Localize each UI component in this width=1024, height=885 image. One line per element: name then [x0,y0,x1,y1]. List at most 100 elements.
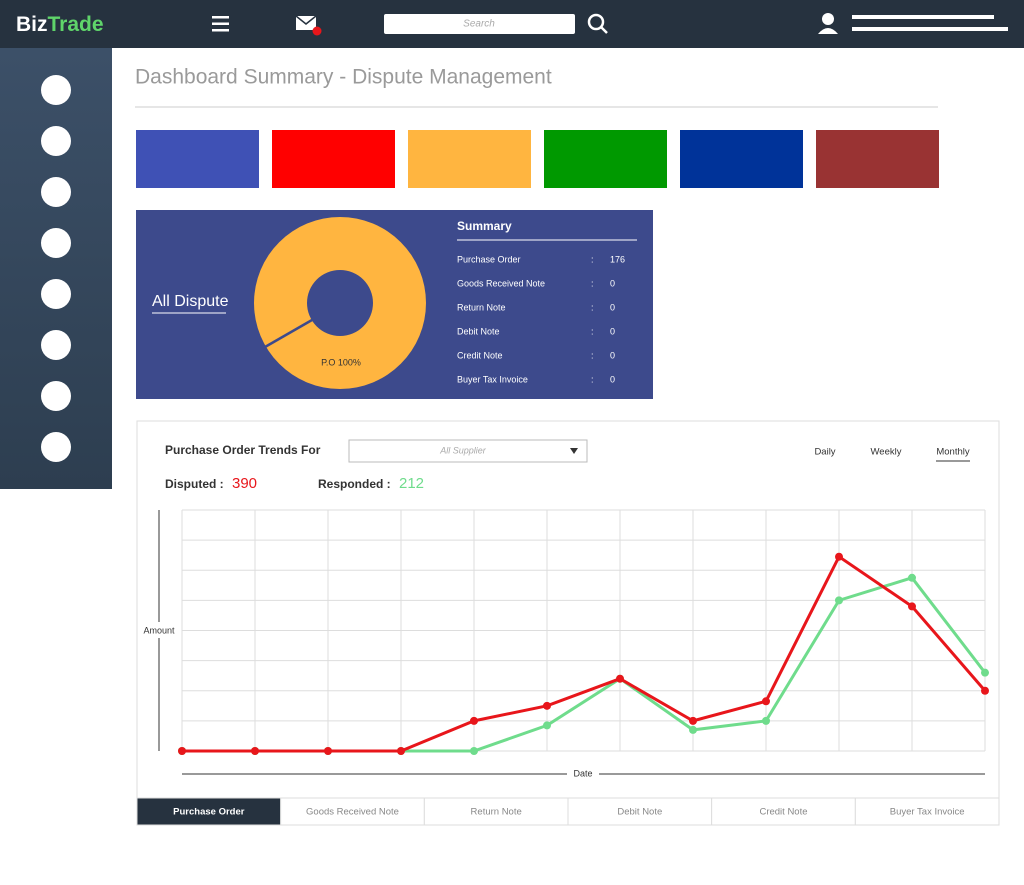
data-point [543,701,551,710]
tile[interactable] [680,130,803,188]
data-point [616,674,624,683]
trend-title: Purchase Order Trends For [165,443,321,457]
period-button[interactable]: Weekly [871,447,902,458]
nav-item[interactable] [41,330,71,360]
responded-value: 212 [399,475,424,492]
tile[interactable] [544,130,667,188]
data-point [543,721,551,730]
tab-label: Return Note [471,807,522,818]
supplier-dropdown[interactable] [348,439,588,463]
summary-title: Summary [457,219,512,233]
tile[interactable] [136,130,259,188]
sidebar [0,48,112,489]
series-line [182,554,987,753]
data-point [397,747,405,755]
tab[interactable] [711,797,856,826]
summary-value: 0 [610,302,615,312]
tile[interactable] [816,130,939,188]
data-point [689,725,697,734]
summary-label: Purchase Order [457,254,521,264]
pie-seam [264,318,313,349]
nav-item[interactable] [41,126,71,156]
data-point [835,552,843,561]
period-button[interactable]: Daily [814,447,835,458]
data-point [470,747,478,755]
responded-label: Responded : [318,477,391,491]
nav-item[interactable] [41,177,71,207]
data-point [762,697,770,706]
summary-value: 0 [610,374,615,384]
logo-part: Biz [16,13,48,36]
label-bg [140,622,178,638]
tab-label: Goods Received Note [306,807,399,818]
pie-slice [254,217,426,389]
tab[interactable] [280,797,425,826]
search-placeholder: Search [463,19,495,30]
period-button[interactable]: Monthly [936,447,970,458]
summary-value: 0 [610,278,615,288]
search-box[interactable] [384,14,575,34]
x-axis-label: Date [573,768,592,778]
nav-item[interactable] [41,75,71,105]
data-point [981,686,989,695]
user-name-bar [852,27,1008,31]
dropdown-arrow [570,448,578,454]
tab-label: Debit Note [617,807,662,818]
summary-separator: : [591,326,594,336]
data-point [908,602,916,611]
search-icon[interactable] [587,13,608,34]
summary-separator: : [591,278,594,288]
nav-item[interactable] [41,381,71,411]
panel-label: All Dispute [152,293,229,310]
logo: BizTrade [16,13,104,36]
summary-label: Return Note [457,302,506,312]
summary-separator: : [591,254,594,264]
user-icon[interactable] [818,13,838,34]
data-point [908,573,916,582]
page-title: Dashboard Summary - Dispute Management [135,66,552,89]
y-axis-label: Amount [143,625,175,635]
summary-value: 0 [610,326,615,336]
data-point [689,716,697,725]
nav-item[interactable] [41,228,71,258]
summary-separator: : [591,302,594,312]
disputed-value: 390 [232,475,257,492]
tile[interactable] [272,130,395,188]
data-point [324,747,332,755]
summary-separator: : [591,350,594,360]
pie-label: P.O 100% [321,357,361,367]
tab[interactable] [423,797,569,826]
user-name-bar [852,15,994,19]
menu-icon[interactable] [212,16,229,32]
tab[interactable] [136,797,282,826]
data-point [762,716,770,725]
summary-separator: : [591,374,594,384]
tile[interactable] [408,130,531,188]
summary-label: Credit Note [457,350,503,360]
disputed-label: Disputed : [165,477,224,491]
tab[interactable] [854,797,1000,826]
tab-label: Buyer Tax Invoice [890,807,965,818]
data-point [470,716,478,725]
trend-card [136,420,1000,826]
summary-value: 176 [610,254,625,264]
summary-label: Debit Note [457,326,500,336]
nav-item[interactable] [41,279,71,309]
summary-value: 0 [610,350,615,360]
data-point [981,668,989,677]
sidebar-icons [41,75,71,462]
summary-label: Buyer Tax Invoice [457,374,528,384]
nav-item[interactable] [41,432,71,462]
logo-part: Trade [48,13,104,36]
summary-label: Goods Received Note [457,278,545,288]
label-bg [567,766,599,782]
tab-label: Credit Note [759,807,807,818]
data-point [251,747,259,755]
dropdown-value: All Supplier [439,445,487,455]
tiles [136,130,939,188]
tab[interactable] [567,797,713,826]
data-point [178,747,186,755]
mail-icon[interactable] [295,15,322,36]
